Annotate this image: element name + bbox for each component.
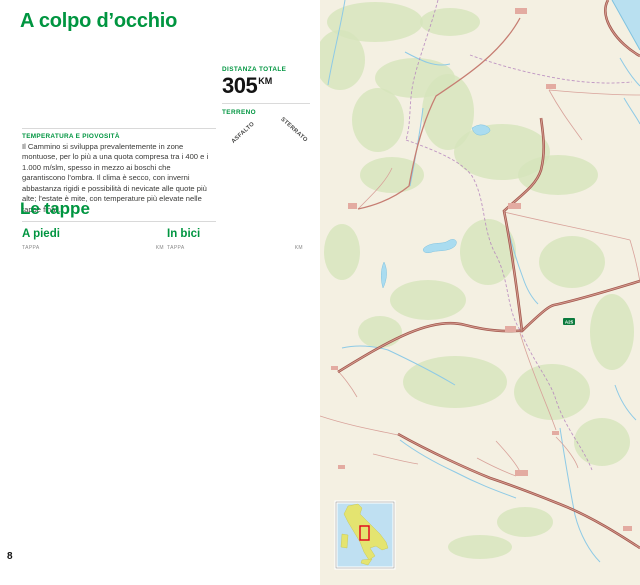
col-km: KM xyxy=(155,245,164,251)
terrain-label: TERRENO xyxy=(222,109,257,116)
cycling-stages-table: In bici TAPPA KM xyxy=(167,228,303,254)
motorway-badge-label: A25 xyxy=(565,320,574,325)
map-background xyxy=(320,0,640,585)
page-title: A colpo d’occhio xyxy=(20,10,178,32)
total-distance-label: DISTANZA TOTALE xyxy=(222,66,287,73)
italy-silhouette xyxy=(343,503,389,561)
region-boundaries xyxy=(405,0,633,471)
urban-areas xyxy=(331,8,632,531)
page-number: 8 xyxy=(7,551,13,562)
climate-heading: TEMPERATURA E PIOVOSITÀ xyxy=(22,133,120,140)
stats-panel: DISTANZA TOTALE 305 KM TERRENO ASFALTO S… xyxy=(222,66,310,198)
climate-note: TEMPERATURA E PIOVOSITÀ Il Cammino si sv… xyxy=(22,128,216,223)
route-map: A25 xyxy=(320,0,640,585)
italy-inset-map xyxy=(334,500,396,570)
motorway-badge: A25 xyxy=(563,318,575,325)
terrain-shading xyxy=(320,2,634,559)
inset-highlight-rect xyxy=(359,525,370,541)
stages-title: Le tappe xyxy=(20,199,90,218)
road-network xyxy=(320,0,640,550)
col-tappa: TAPPA xyxy=(167,245,185,251)
col-tappa: TAPPA xyxy=(22,245,40,251)
adriatic-sea xyxy=(611,0,640,51)
cycling-heading: In bici xyxy=(167,228,201,240)
col-km: KM xyxy=(294,245,303,251)
walking-heading: A piedi xyxy=(22,228,60,240)
climate-text: Il Cammino si sviluppa prevalentemente i… xyxy=(22,142,209,214)
walking-table-header: TAPPA KM xyxy=(22,245,164,251)
total-distance-value: 305 xyxy=(222,73,258,98)
elevation-profile-chart xyxy=(22,64,218,126)
cycling-table-header: TAPPA KM xyxy=(167,245,303,251)
total-distance: 305 KM xyxy=(222,75,310,97)
divider xyxy=(222,103,310,104)
total-distance-unit: KM xyxy=(258,76,273,86)
rivers-and-lakes xyxy=(327,0,640,563)
terrain-donut-chart: ASFALTO STERRATO xyxy=(222,116,310,198)
terrain-donut xyxy=(236,133,294,191)
walking-stages-table: A piedi TAPPA KM xyxy=(22,228,164,254)
